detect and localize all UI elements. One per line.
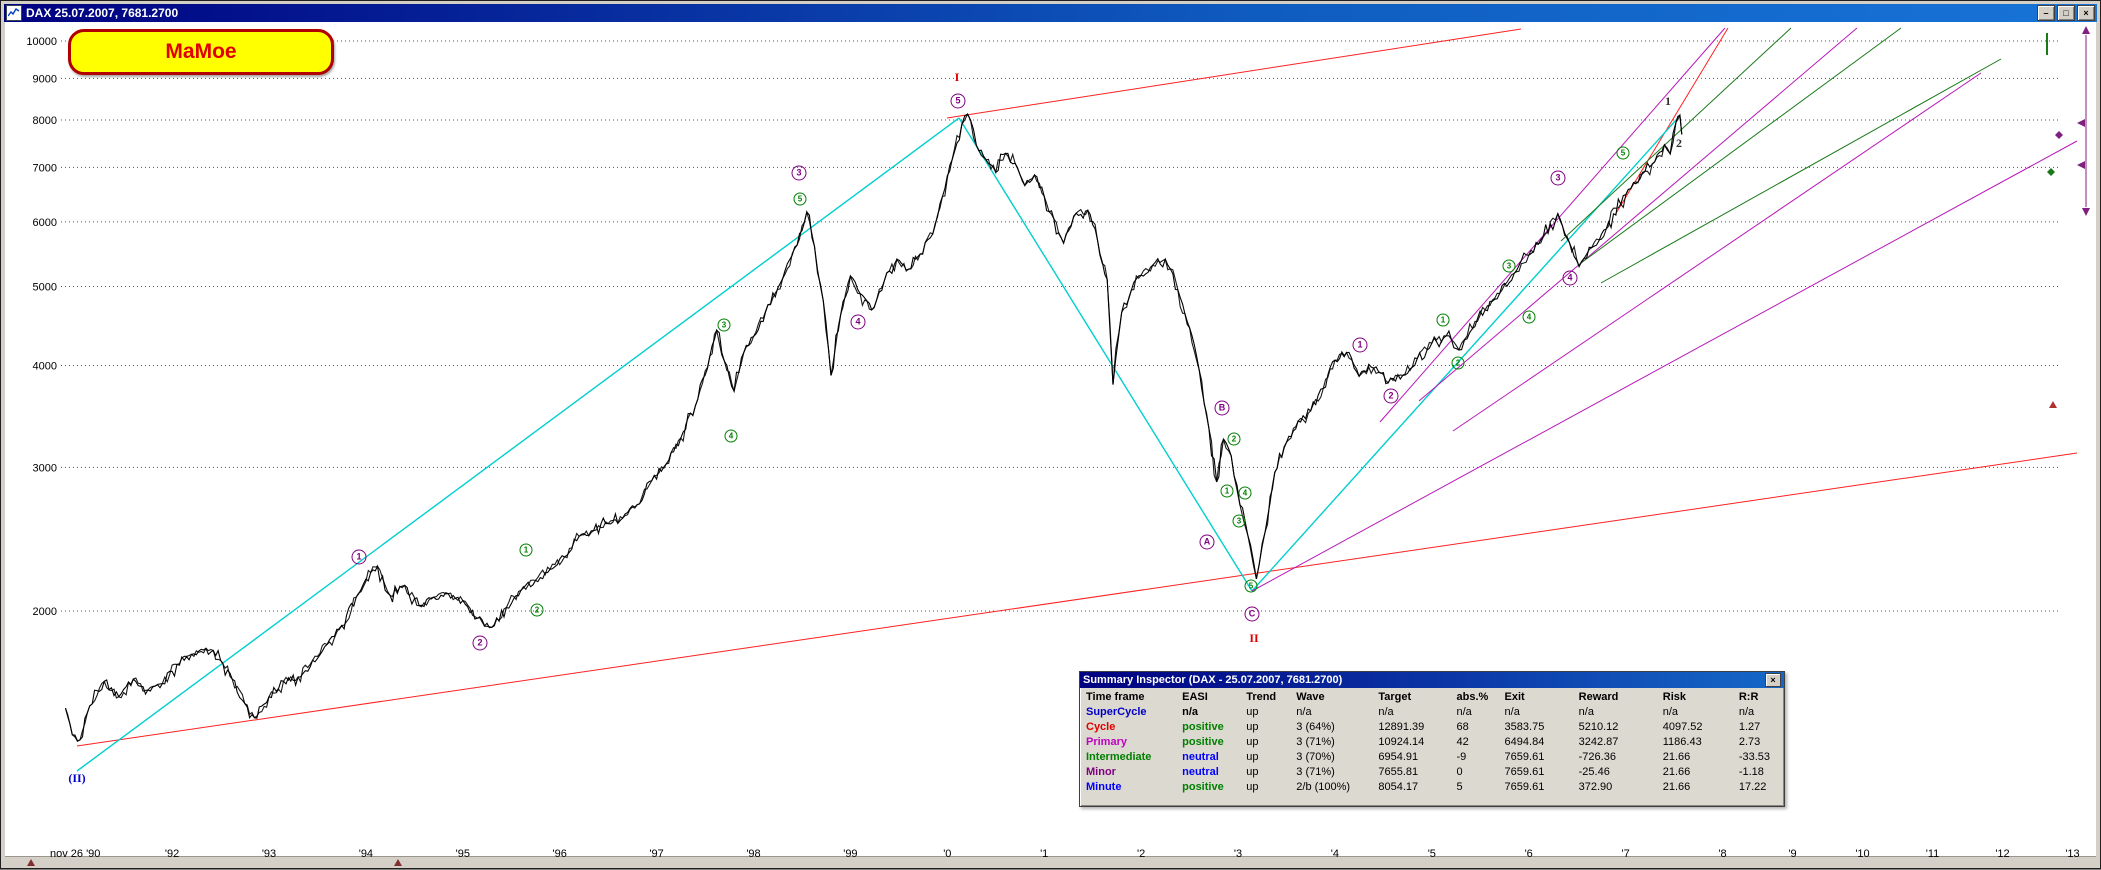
inspector-cell-exit: 7659.61 — [1504, 765, 1545, 778]
inspector-cell-wave: 3 (70%) — [1296, 750, 1335, 763]
inspector-cell-risk: n/a — [1662, 705, 1679, 718]
inspector-header-row: Time frame EASI Trend Wave Target abs.% Exit Re… — [1083, 690, 1781, 704]
inspector-cell-target: 10924.14 — [1378, 735, 1425, 748]
inspector-col-risk: Risk — [1662, 691, 1686, 703]
close-button[interactable]: × — [2077, 5, 2095, 21]
inspector-cell-rr: -33.53 — [1738, 750, 1771, 763]
inspector-col-time-frame: Time frame — [1086, 691, 1145, 703]
inspector-title: Summary Inspector (DAX - 25.07.2007, 768… — [1083, 674, 1343, 686]
inspector-col-abs-: abs.% — [1456, 691, 1489, 703]
minimize-button[interactable]: – — [2037, 5, 2055, 21]
inspector-row-supercycle: SuperCycle n/a up n/a n/a n/a n/a n/a n/a n/a — [1083, 704, 1781, 719]
inspector-cell-target: 7655.81 — [1378, 765, 1419, 778]
inspector-table: Time frame EASI Trend Wave Target abs.% Exit Re… — [1083, 690, 1781, 794]
inspector-cell-risk: 1186.43 — [1662, 735, 1702, 748]
maximize-button[interactable]: □ — [2057, 5, 2075, 21]
window-icon — [6, 5, 22, 21]
inspector-cell-risk: 4097.52 — [1662, 720, 1703, 733]
inspector-cell-time-frame: Intermediate — [1086, 750, 1152, 763]
inspector-cell-reward: n/a — [1578, 705, 1594, 718]
inspector-cell-wave: 3 (64%) — [1296, 720, 1335, 733]
inspector-row-intermediate: Intermediate neutral up 3 (70%) 6954.91 -9 765… — [1083, 749, 1781, 764]
inspector-cell-time-frame: SuperCycle — [1086, 705, 1147, 718]
inspector-cell-exit: 7659.61 — [1504, 750, 1545, 763]
bottom-strip — [5, 856, 2096, 865]
inspector-cell-wave: 3 (71%) — [1296, 765, 1335, 778]
inspector-col-r-r: R:R — [1738, 691, 1759, 703]
inspector-cell-easi: positive — [1182, 780, 1224, 793]
inspector-titlebar[interactable]: Summary Inspector (DAX - 25.07.2007, 768… — [1080, 672, 1784, 688]
inspector-cell-exit: 7659.61 — [1504, 780, 1545, 793]
inspector-cell-abs-pct: 0 — [1456, 765, 1463, 778]
summary-inspector-panel[interactable]: Summary Inspector (DAX - 25.07.2007, 768… — [1079, 671, 1785, 807]
inspector-cell-easi: positive — [1182, 735, 1224, 748]
inspector-cell-wave: 2/b (100%) — [1296, 780, 1351, 793]
inspector-cell-wave: n/a — [1296, 705, 1312, 718]
inspector-cell-abs-pct: 42 — [1456, 735, 1469, 748]
inspector-cell-easi: neutral — [1182, 765, 1219, 778]
inspector-cell-abs-pct: 5 — [1456, 780, 1463, 793]
inspector-cell-trend: up — [1246, 780, 1259, 793]
inspector-cell-abs-pct: 68 — [1456, 720, 1469, 733]
inspector-row-cycle: Cycle positive up 3 (64%) 12891.39 68 3583.75 5… — [1083, 719, 1781, 734]
inspector-cell-rr: -1.18 — [1738, 765, 1764, 778]
inspector-cell-easi: positive — [1182, 720, 1224, 733]
inspector-col-exit: Exit — [1504, 691, 1525, 703]
inspector-cell-target: 6954.91 — [1378, 750, 1419, 763]
inspector-row-minor: Minor neutral up 3 (71%) 7655.81 0 7659.61 -25.… — [1083, 764, 1781, 779]
inspector-col-trend: Trend — [1246, 691, 1277, 703]
badge-label: MaMoe — [165, 40, 237, 63]
inspector-cell-reward: -25.46 — [1578, 765, 1610, 778]
inspector-cell-time-frame: Minute — [1086, 780, 1122, 793]
inspector-row-primary: Primary positive up 3 (71%) 10924.14 42 6494.8… — [1083, 734, 1781, 749]
inspector-cell-rr: 1.27 — [1738, 720, 1761, 733]
inspector-col-reward: Reward — [1578, 691, 1619, 703]
inspector-cell-rr: n/a — [1738, 705, 1755, 718]
inspector-row-minute: Minute positive up 2/b (100%) 8054.17 5 7659.6… — [1083, 779, 1781, 794]
inspector-cell-easi: n/a — [1182, 705, 1199, 718]
mamoe-badge[interactable]: MaMoe — [68, 29, 334, 75]
inspector-cell-time-frame: Primary — [1086, 735, 1127, 748]
inspector-cell-reward: 372.90 — [1578, 780, 1613, 793]
inspector-close-button[interactable]: × — [1765, 673, 1781, 687]
inspector-cell-target: n/a — [1378, 705, 1394, 718]
inspector-cell-easi: neutral — [1182, 750, 1219, 763]
inspector-cell-trend: up — [1246, 720, 1259, 733]
inspector-cell-risk: 21.66 — [1662, 765, 1691, 778]
inspector-cell-time-frame: Minor — [1086, 765, 1116, 778]
inspector-cell-exit: 6494.84 — [1504, 735, 1545, 748]
inspector-cell-wave: 3 (71%) — [1296, 735, 1335, 748]
inspector-cell-reward: 3242.87 — [1578, 735, 1619, 748]
window-title: DAX 25.07.2007, 7681.2700 — [26, 6, 179, 20]
inspector-cell-reward: 5210.12 — [1578, 720, 1619, 733]
inspector-cell-risk: 21.66 — [1662, 780, 1691, 793]
inspector-cell-time-frame: Cycle — [1086, 720, 1116, 733]
inspector-cell-target: 8054.17 — [1378, 780, 1419, 793]
inspector-cell-rr: 2.73 — [1738, 735, 1761, 748]
inspector-col-wave: Wave — [1296, 691, 1325, 703]
inspector-cell-risk: 21.66 — [1662, 750, 1691, 763]
inspector-cell-target: 12891.39 — [1378, 720, 1425, 733]
inspector-cell-trend: up — [1246, 735, 1259, 748]
inspector-cell-exit: n/a — [1504, 705, 1520, 718]
inspector-cell-reward: -726.36 — [1578, 750, 1616, 763]
inspector-cell-abs-pct: -9 — [1456, 750, 1467, 763]
inspector-cell-abs-pct: n/a — [1456, 705, 1472, 718]
inspector-cell-rr: 17.22 — [1738, 780, 1767, 793]
inspector-col-easi: EASI — [1182, 691, 1208, 703]
inspector-cell-trend: up — [1246, 750, 1259, 763]
inspector-col-target: Target — [1378, 691, 1412, 703]
inspector-cell-trend: up — [1246, 705, 1259, 718]
inspector-cell-trend: up — [1246, 765, 1259, 778]
window-titlebar[interactable]: DAX 25.07.2007, 7681.2700 – □ × — [4, 4, 2097, 22]
inspector-cell-exit: 3583.75 — [1504, 720, 1545, 733]
